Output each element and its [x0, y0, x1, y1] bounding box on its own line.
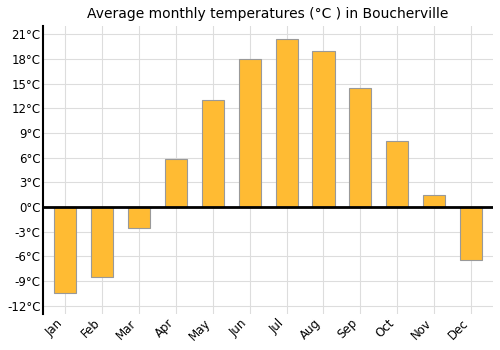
Bar: [91, 207, 114, 277]
Bar: [386, 141, 408, 207]
Bar: [350, 88, 372, 207]
Bar: [202, 100, 224, 207]
Bar: [423, 195, 445, 207]
Bar: [165, 159, 187, 207]
Bar: [128, 207, 150, 228]
Bar: [312, 51, 334, 207]
Bar: [276, 38, 297, 207]
Bar: [54, 207, 76, 293]
Bar: [238, 59, 261, 207]
Title: Average monthly temperatures (°C ) in Boucherville: Average monthly temperatures (°C ) in Bo…: [88, 7, 449, 21]
Bar: [460, 207, 482, 260]
